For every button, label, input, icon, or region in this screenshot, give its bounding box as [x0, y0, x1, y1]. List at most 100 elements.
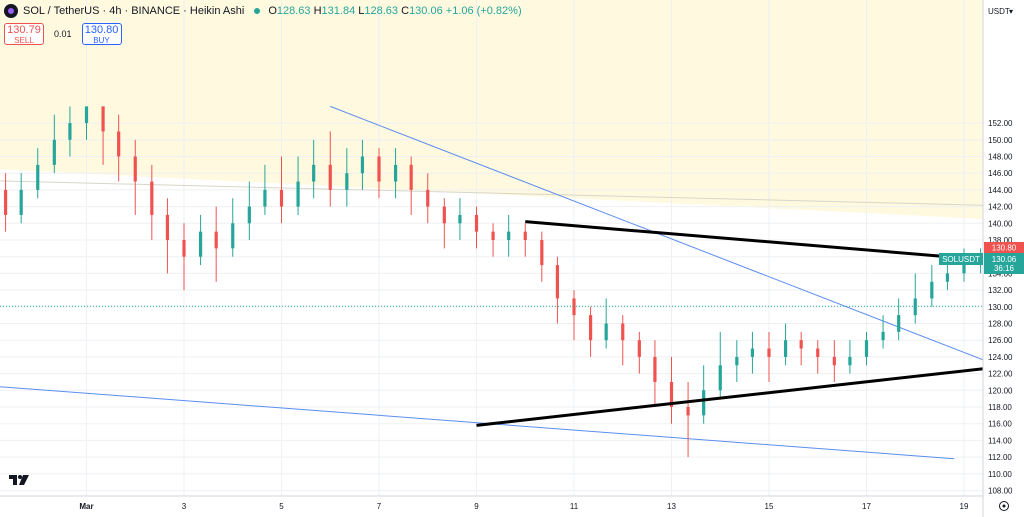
x-tick-label: Mar [79, 502, 93, 511]
candle [133, 139, 137, 215]
chevron-down-icon[interactable]: ▾ [1009, 7, 1013, 16]
candle [540, 231, 544, 282]
candle [881, 315, 885, 349]
candle-body [816, 348, 820, 357]
candle-body [101, 106, 105, 132]
candle-body [750, 348, 755, 357]
buy-button[interactable]: 130.80 BUY [81, 23, 122, 45]
candle [930, 265, 934, 307]
symbol-title[interactable]: SOL / TetherUS · 4h · BINANCE · Heikin A… [23, 5, 245, 17]
candle-body [360, 156, 365, 174]
x-tick-label: 3 [182, 502, 187, 511]
buy-label: BUY [93, 36, 110, 45]
y-tick-label: 118.00 [988, 403, 1012, 412]
time-axis[interactable]: 27Mar357911131517192123252729Apr357 [0, 495, 1024, 511]
y-tick-label: 132.00 [988, 286, 1013, 295]
candle-body [523, 231, 527, 240]
candle [783, 323, 788, 366]
candle [816, 340, 820, 374]
candle-body [783, 340, 788, 357]
candle-body [621, 323, 625, 341]
candle-body [555, 265, 560, 299]
y-tick-label: 116.00 [988, 420, 1012, 429]
candle [864, 331, 869, 366]
candle-body [84, 106, 89, 124]
candle [491, 223, 495, 257]
x-tick-label: 7 [377, 502, 382, 511]
x-tick-label: 15 [765, 502, 774, 511]
candle [848, 340, 852, 374]
change-value: +1.06 (+0.82%) [445, 5, 522, 17]
candle-body [572, 298, 576, 316]
candle-body [881, 331, 885, 341]
buy-price: 130.80 [84, 24, 119, 36]
candle [686, 381, 690, 458]
candle [279, 156, 284, 224]
candle [832, 340, 836, 382]
candle [442, 198, 446, 249]
candle-body [458, 214, 462, 224]
candle [231, 198, 235, 257]
candle-body [507, 231, 511, 240]
candle [426, 173, 430, 224]
close-value: 130.06 [409, 5, 443, 17]
candle [117, 114, 121, 182]
candle-body [442, 206, 446, 224]
candle [718, 331, 722, 399]
chart-header: SOL / TetherUS · 4h · BINANCE · Heikin A… [4, 4, 522, 18]
sell-label: SELL [14, 36, 34, 45]
low-value: 128.63 [364, 5, 399, 17]
candle-body [296, 181, 300, 207]
candle [84, 106, 89, 140]
candle [555, 256, 560, 324]
sell-price: 130.79 [7, 24, 41, 36]
price-axis-title[interactable]: USDT [988, 7, 1010, 16]
ask-price-box [984, 242, 1024, 253]
candle [621, 315, 625, 366]
candle-body [945, 273, 950, 282]
candle [296, 156, 300, 215]
tradingview-logo-icon[interactable] [8, 473, 30, 487]
bar-countdown: 36:16 [994, 264, 1015, 273]
candle [637, 331, 641, 374]
candle-body [848, 356, 852, 366]
gear-hub [1002, 504, 1006, 508]
y-tick-label: 150.00 [988, 136, 1013, 145]
open-value: 128.63 [276, 5, 311, 17]
trendline-diagonal-resistance [330, 105, 1024, 377]
candle-body [767, 348, 771, 357]
settings-gear-icon[interactable] [999, 501, 1009, 511]
candle-body [133, 156, 137, 182]
symbol-tag: SOLUSDT [942, 255, 980, 264]
y-tick-label: 124.00 [988, 353, 1013, 362]
candle [588, 306, 593, 357]
candle-body [962, 265, 966, 274]
candle-body [718, 365, 722, 391]
y-tick-label: 122.00 [988, 370, 1013, 379]
candle-body [231, 223, 235, 249]
candle-body [263, 189, 267, 207]
y-tick-label: 130.00 [988, 303, 1013, 312]
y-tick-label: 114.00 [988, 436, 1012, 445]
candle [101, 106, 105, 165]
y-tick-label: 110.00 [988, 470, 1012, 479]
candle-body [686, 407, 690, 416]
candle [214, 206, 218, 282]
candle-body [214, 231, 218, 249]
candle [767, 331, 771, 382]
trade-panel: 130.79 SELL 0.01 130.80 BUY [4, 23, 122, 45]
x-tick-label: 19 [960, 502, 969, 511]
candle-body [279, 189, 284, 207]
open-label: O [268, 5, 277, 17]
sell-button[interactable]: 130.79 SELL [4, 23, 44, 45]
y-tick-label: 140.00 [988, 219, 1013, 228]
candle [182, 223, 186, 291]
y-tick-label: 126.00 [988, 336, 1013, 345]
candle-body [832, 356, 836, 366]
candle [572, 290, 576, 341]
y-tick-label: 108.00 [988, 487, 1013, 496]
candle-body [897, 315, 901, 332]
y-tick-label: 146.00 [988, 169, 1013, 178]
candle [669, 356, 674, 424]
